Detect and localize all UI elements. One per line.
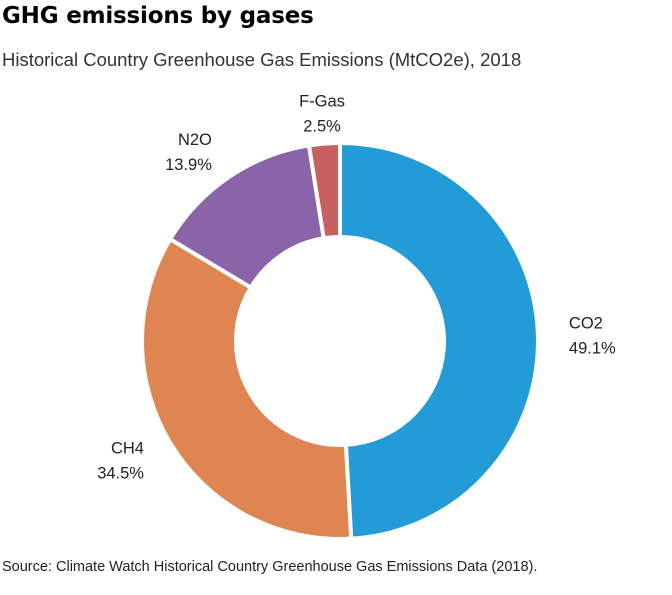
chart-title: GHG emissions by gases: [2, 3, 314, 29]
slice-label-co2: CO2: [569, 315, 603, 333]
donut-labels: CO2 49.1% CH4 34.5% N2O 13.9% F-Gas 2.5%: [97, 93, 616, 483]
chart-subtitle: Historical Country Greenhouse Gas Emissi…: [2, 49, 522, 70]
slice-value-f-gas: 2.5%: [303, 118, 341, 136]
slice-label-ch4: CH4: [111, 439, 144, 457]
donut-slices: [140, 141, 541, 541]
slice-label-n2o: N2O: [178, 131, 212, 149]
slice-value-ch4: 34.5%: [97, 464, 144, 482]
source-note: Source: Climate Watch Historical Country…: [2, 559, 538, 575]
donut-slice-co2: [338, 141, 541, 541]
donut-slice-f-gas: [307, 141, 342, 241]
donut-chart: CO2 49.1% CH4 34.5% N2O 13.9% F-Gas 2.5%: [97, 93, 616, 541]
slice-label-f-gas: F-Gas: [299, 93, 345, 111]
donut-slice-ch4: [140, 237, 354, 541]
slice-value-n2o: 13.9%: [165, 156, 212, 174]
slice-value-co2: 49.1%: [569, 340, 616, 358]
